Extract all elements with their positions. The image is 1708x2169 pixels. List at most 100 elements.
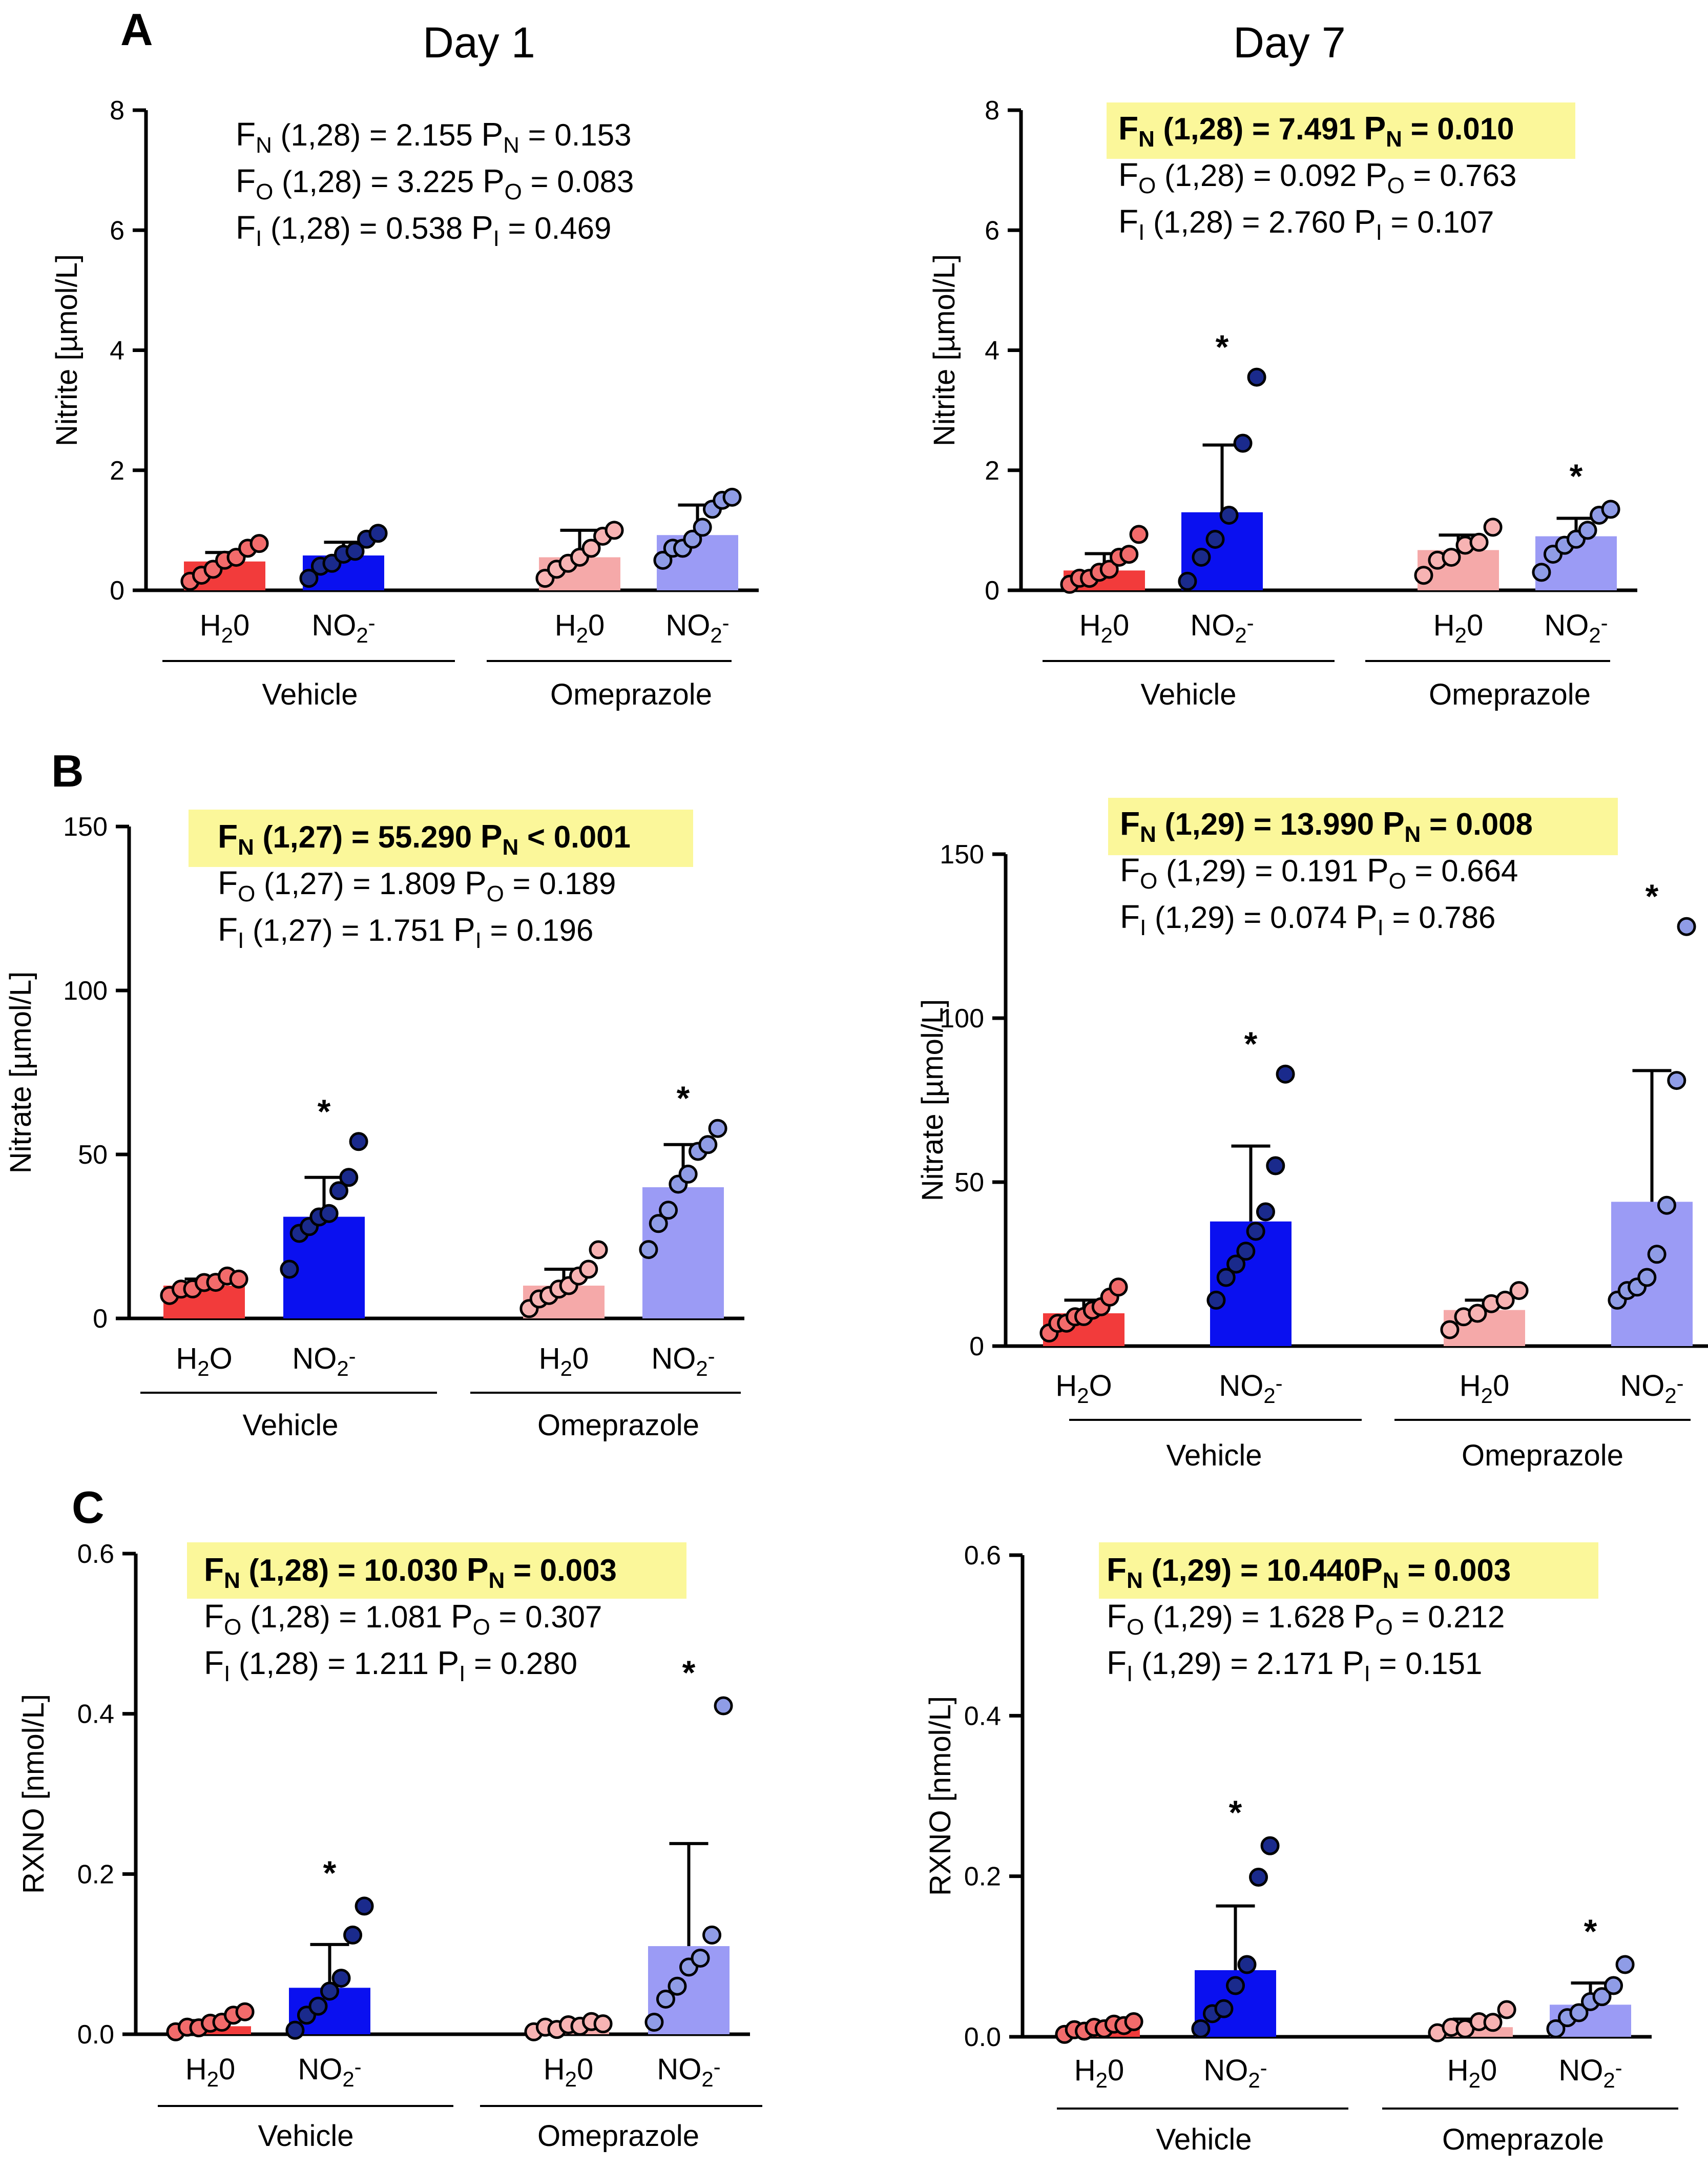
category-label-main: NO [292,1342,337,1375]
data-point-veh-no2 [1237,1955,1257,1974]
data-point-ome-no2 [1667,1071,1686,1090]
data-point-ome-h2o [1440,1320,1460,1339]
category-label-main: NO [665,609,710,642]
stat-part: (1,28) = 0.538 [262,211,471,245]
data-point-veh-h2o [1124,2012,1143,2031]
category-label-sub: 2 [576,623,588,647]
stat-part: I [1378,915,1384,940]
stat-part: F [1120,852,1140,889]
data-point-ome-no2 [1546,2019,1566,2038]
data-point-ome-h2o [1469,532,1489,552]
group-label-vehicle: Vehicle [1156,2123,1252,2156]
stat-part: O [256,179,273,204]
data-point-veh-no2 [1226,1976,1245,1995]
category-label-sub: 2 [221,623,233,647]
category-label-sub: 2 [710,623,722,647]
category-label-ome-no2: NO2- [1544,609,1608,647]
stat-part: (1,27) = 55.290 [254,820,481,854]
category-label-sub: 2 [560,1356,572,1380]
stats-highlight [187,1542,686,1599]
data-point-ome-no2 [1657,1195,1676,1215]
stat-line-i: FI (1,28) = 2.760 PI = 0.107 [1118,203,1494,245]
category-label-tail: O [210,1342,233,1375]
data-point-veh-no2 [349,1132,368,1151]
stat-line-n: FN (1,28) = 7.491 PN = 0.010 [1118,110,1514,152]
category-label-ome-h2o: H20 [555,609,605,647]
y-tick-label: 0.6 [77,1539,114,1569]
data-point-ome-h2o [593,2014,613,2034]
data-point-ome-h2o [1497,2000,1516,2019]
y-tick-label: 4 [110,336,124,366]
category-label-sub: 2 [701,2067,713,2091]
data-point-veh-no2 [1233,433,1253,453]
y-axis-label: RXNO [nmol/L] [924,1696,957,1896]
stat-part: F [1107,1644,1127,1681]
y-tick-label: 0.0 [77,2020,114,2050]
data-point-veh-h2o [1119,545,1139,564]
y-tick-label: 0.2 [77,1860,114,1889]
group-label-vehicle: Vehicle [258,2119,353,2153]
y-tick-label: 4 [985,336,999,366]
category-label-sub: 2 [1589,623,1600,647]
data-point-veh-no2 [299,569,319,588]
category-label-sup: - [1601,611,1608,635]
stat-part: O [238,881,255,906]
stat-part: P [1383,805,1405,842]
group-label-omeprazole: Omeprazole [550,678,712,711]
data-point-ome-no2 [722,487,742,507]
stat-part: I [475,928,482,953]
category-label-sup: - [355,2055,362,2079]
significance-star: * [1229,1793,1242,1831]
significance-star: * [682,1654,696,1691]
category-label-ome-h2o: H20 [539,1342,589,1380]
data-point-ome-h2o [579,1259,598,1279]
data-point-ome-no2 [691,1948,710,1968]
data-point-ome-h2o [581,539,601,558]
category-label-sub: 2 [1235,623,1246,647]
category-label-veh-no2: NO2- [1190,609,1254,647]
stat-part: = 0.280 [465,1646,577,1681]
data-point-ome-no2 [678,1164,698,1184]
category-label-sub: 2 [1481,1383,1493,1408]
data-point-veh-no2 [329,1181,348,1201]
stat-line-o: FO (1,28) = 3.225 PO = 0.083 [236,162,634,204]
data-point-veh-no2 [1206,1290,1226,1310]
category-label-ome-no2: NO2- [657,2053,720,2091]
category-label-main: NO [651,1342,696,1375]
category-label-main: H [1447,2054,1469,2087]
significance-star: * [1570,457,1583,495]
y-tick-label: 50 [954,1168,984,1197]
data-point-ome-h2o [1468,1304,1487,1323]
stat-part: N [1140,822,1156,847]
category-label-ome-no2: NO2- [665,609,729,647]
stats-highlight [189,810,693,867]
y-tick-label: 0.6 [964,1541,1001,1571]
y-tick-label: 6 [110,216,124,245]
significance-star: * [1244,1025,1258,1063]
stat-part: = 0.307 [490,1600,602,1634]
stat-part: P [1365,156,1387,193]
stat-part: I [493,226,499,251]
category-label-tail: 0 [1113,609,1129,642]
category-label-sup: - [1615,2056,1622,2080]
data-point-veh-h2o [1099,560,1119,579]
data-point-ome-no2 [1569,2003,1589,2022]
category-label-ome-no2: NO2- [1620,1369,1683,1408]
data-point-veh-no2 [285,2020,305,2040]
category-label-veh-no2: NO2- [292,1342,356,1380]
stat-line-i: FI (1,28) = 1.211 PI = 0.280 [204,1644,577,1686]
significance-star: * [1216,328,1229,366]
data-point-ome-no2 [1578,521,1597,540]
data-point-ome-h2o [1509,1281,1529,1300]
data-point-ome-h2o [1483,518,1503,537]
stat-part: F [1107,1598,1127,1635]
stat-part: = 0.786 [1384,900,1496,935]
data-point-ome-no2 [668,1976,687,1996]
category-label-sup: - [722,611,730,635]
data-point-ome-h2o [605,521,624,540]
column-title-day7: Day 7 [1233,18,1345,67]
stat-part: = 0.763 [1405,158,1517,193]
data-point-ome-h2o [1442,548,1461,567]
stat-part: (1,29) = 0.074 [1146,900,1356,935]
